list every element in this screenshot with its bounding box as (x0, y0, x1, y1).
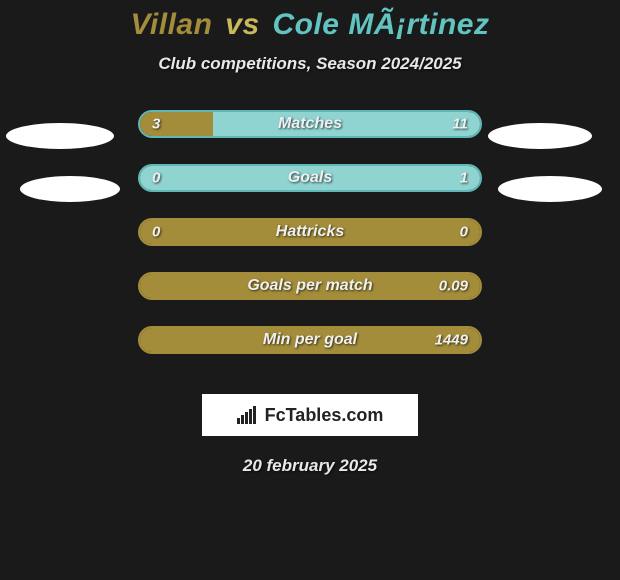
stat-bar: 0.09 Goals per match (138, 272, 482, 300)
stat-label: Min per goal (263, 331, 357, 349)
snapshot-date: 20 february 2025 (243, 456, 377, 476)
stat-row: 0.09 Goals per match (138, 272, 482, 300)
stat-value-left: 3 (152, 116, 160, 133)
team-badge-placeholder (6, 123, 114, 149)
comparison-title: Villan vs Cole MÃ¡rtinez (131, 8, 490, 42)
team-badge-placeholder (488, 123, 592, 149)
stat-row: 3 11 Matches (138, 110, 482, 138)
stat-label: Goals per match (247, 277, 372, 295)
bar-segment-left (140, 112, 213, 136)
stat-bar: 1449 Min per goal (138, 326, 482, 354)
stat-value-right: 0 (460, 224, 468, 241)
stat-label: Matches (278, 115, 342, 133)
stat-label: Goals (288, 169, 332, 187)
player-right-name: Cole MÃ¡rtinez (272, 8, 489, 41)
vs-separator: vs (225, 8, 259, 41)
bar-chart-icon (237, 406, 259, 424)
stat-bar: 3 11 Matches (138, 110, 482, 138)
stat-row: 0 0 Hattricks (138, 218, 482, 246)
stat-value-right: 1 (460, 170, 468, 187)
stat-bar: 0 0 Hattricks (138, 218, 482, 246)
stat-row: 1449 Min per goal (138, 326, 482, 354)
stat-value-right: 11 (452, 116, 468, 133)
competition-subtitle: Club competitions, Season 2024/2025 (158, 54, 461, 74)
player-left-name: Villan (131, 8, 213, 41)
stat-value-left: 0 (152, 170, 160, 187)
stat-value-right: 1449 (435, 332, 468, 349)
bar-segment-right (213, 112, 480, 136)
stat-bar: 0 1 Goals (138, 164, 482, 192)
fctables-logo: FcTables.com (202, 394, 418, 436)
logo-text: FcTables.com (265, 405, 384, 426)
stats-area: 3 11 Matches 0 1 Goals 0 0 Hattricks 0.09 Goals pe… (138, 110, 482, 380)
team-badge-placeholder (498, 176, 602, 202)
stat-value-left: 0 (152, 224, 160, 241)
stat-label: Hattricks (276, 223, 344, 241)
team-badge-placeholder (20, 176, 120, 202)
stat-value-right: 0.09 (439, 278, 468, 295)
stat-row: 0 1 Goals (138, 164, 482, 192)
